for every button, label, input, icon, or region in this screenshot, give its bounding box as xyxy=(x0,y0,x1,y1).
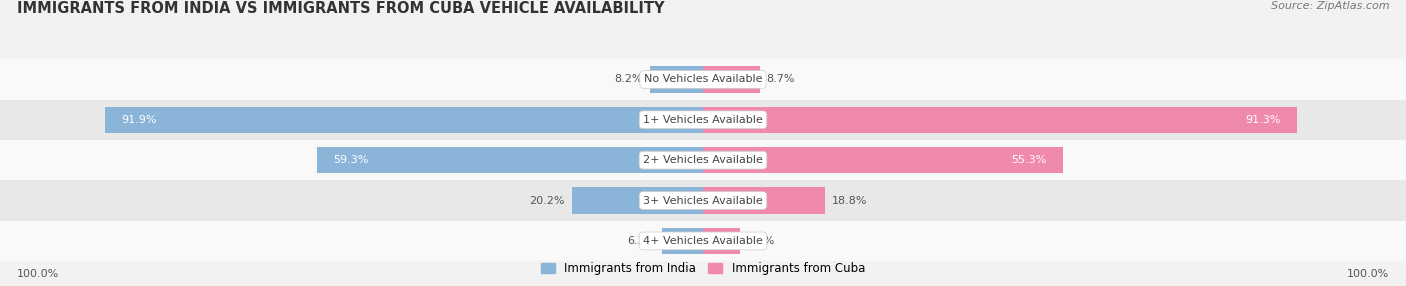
Text: No Vehicles Available: No Vehicles Available xyxy=(644,74,762,84)
Text: IMMIGRANTS FROM INDIA VS IMMIGRANTS FROM CUBA VEHICLE AVAILABILITY: IMMIGRANTS FROM INDIA VS IMMIGRANTS FROM… xyxy=(17,1,665,16)
Bar xyxy=(0,140,1406,180)
Text: 1+ Vehicles Available: 1+ Vehicles Available xyxy=(643,115,763,125)
Legend: Immigrants from India, Immigrants from Cuba: Immigrants from India, Immigrants from C… xyxy=(536,258,870,280)
Bar xyxy=(703,66,759,93)
Bar xyxy=(0,100,1406,140)
Text: 5.7%: 5.7% xyxy=(747,236,775,246)
Text: 91.3%: 91.3% xyxy=(1246,115,1281,125)
Bar xyxy=(0,180,1406,221)
Text: 55.3%: 55.3% xyxy=(1011,155,1046,165)
Text: 8.7%: 8.7% xyxy=(766,74,794,84)
Bar xyxy=(650,66,703,93)
Text: 6.3%: 6.3% xyxy=(627,236,655,246)
Text: 20.2%: 20.2% xyxy=(530,196,565,206)
Bar xyxy=(105,107,703,133)
Text: 8.2%: 8.2% xyxy=(614,74,643,84)
Text: 100.0%: 100.0% xyxy=(17,269,59,279)
Text: 100.0%: 100.0% xyxy=(1347,269,1389,279)
Text: Source: ZipAtlas.com: Source: ZipAtlas.com xyxy=(1271,1,1389,11)
Text: 91.9%: 91.9% xyxy=(121,115,156,125)
Text: 18.8%: 18.8% xyxy=(832,196,868,206)
Bar xyxy=(0,59,1406,100)
Bar xyxy=(316,147,703,173)
Bar xyxy=(703,187,825,214)
Text: 4+ Vehicles Available: 4+ Vehicles Available xyxy=(643,236,763,246)
Bar xyxy=(703,107,1298,133)
Bar xyxy=(703,228,740,254)
Bar xyxy=(0,221,1406,261)
Bar xyxy=(703,147,1063,173)
Text: 2+ Vehicles Available: 2+ Vehicles Available xyxy=(643,155,763,165)
Text: 59.3%: 59.3% xyxy=(333,155,368,165)
Text: 3+ Vehicles Available: 3+ Vehicles Available xyxy=(643,196,763,206)
Bar xyxy=(662,228,703,254)
Bar xyxy=(571,187,703,214)
